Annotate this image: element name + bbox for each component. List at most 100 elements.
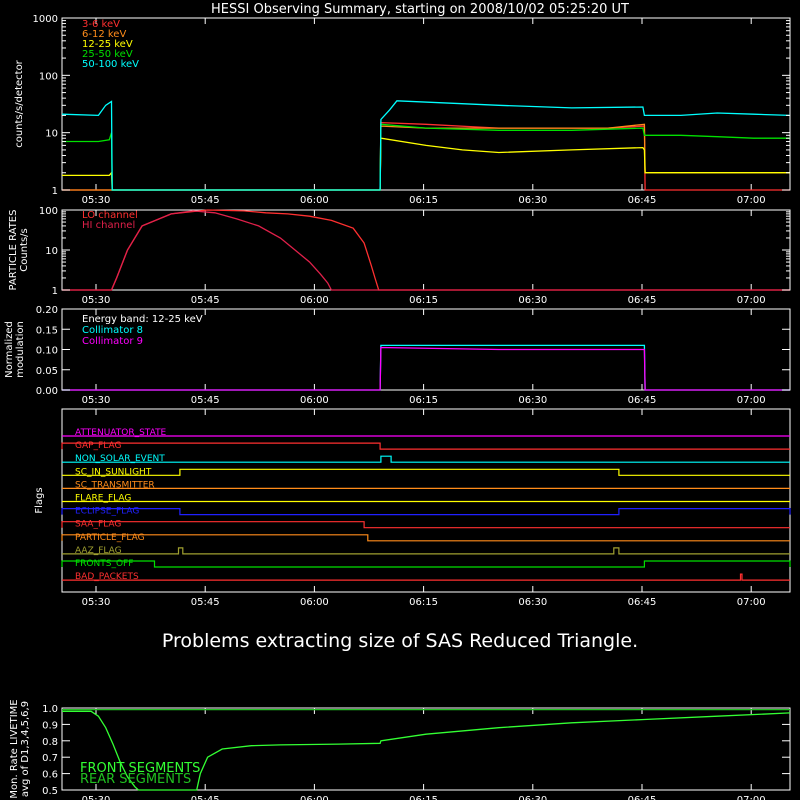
y-tick-label: 10 (45, 129, 58, 140)
y-axis-label: Mon. Rate LIVETIMEavg of D1,3,4,5,6,9 (9, 699, 31, 798)
x-tick-label: 06:00 (300, 295, 329, 306)
y-tick-label: 1 (52, 186, 58, 197)
x-tick-label: 05:30 (82, 795, 111, 800)
flag-label: AAZ_FLAG (75, 546, 122, 556)
legend-entry: Collimator 9 (82, 336, 143, 347)
y-tick-label: 100 (39, 206, 58, 217)
legend-entry: 3-6 keV (82, 19, 120, 30)
legend-entry: 6-12 keV (82, 29, 126, 40)
x-tick-label: 06:00 (300, 395, 329, 406)
x-tick-label: 07:00 (737, 195, 766, 206)
y-axis-label: Flags (34, 487, 45, 513)
x-tick-label: 06:15 (409, 795, 438, 800)
plot-frame (61, 209, 791, 291)
flag-label: ECLIPSE_FLAG (75, 507, 139, 517)
flag-line (62, 455, 790, 463)
y-axis-label: Normalizedmodulation (4, 321, 26, 378)
x-tick-label: 06:00 (300, 597, 329, 608)
x-tick-label: 06:30 (518, 295, 547, 306)
x-tick-label: 06:45 (628, 395, 657, 406)
y-tick-label: 0.15 (36, 325, 58, 336)
x-tick-label: 07:00 (737, 795, 766, 800)
flag-line (62, 573, 790, 581)
flag-line (62, 547, 790, 555)
y-tick-label: 1 (52, 286, 58, 297)
series-line-lo-channel (62, 209, 790, 291)
legend-entry: 12-25 keV (82, 39, 133, 50)
legend-entry: REAR SEGMENTS (80, 772, 191, 787)
annotation: Energy band: 12-25 keV (82, 314, 203, 325)
series-line-hi-channel (62, 210, 790, 291)
x-tick-label: 05:30 (82, 195, 111, 206)
legend-entry: Collimator 8 (82, 325, 143, 336)
series-line-collimator-9 (62, 346, 790, 391)
figure-title: HESSI Observing Summary, starting on 200… (211, 2, 629, 17)
flag-line (61, 560, 791, 568)
flag-label: GAP_FLAG (75, 441, 121, 451)
flag-line (61, 534, 790, 542)
x-tick-label: 06:15 (409, 395, 438, 406)
flag-label: SC_IN_SUNLIGHT (75, 467, 152, 477)
flag-label: PARTICLE_FLAG (75, 533, 145, 543)
plot-frame (61, 17, 791, 191)
y-tick-label: 1.0 (42, 704, 58, 715)
flag-line (61, 521, 790, 529)
plot-frame (61, 408, 791, 593)
x-tick-label: 06:30 (518, 195, 547, 206)
legend-entry: LO channel (82, 210, 138, 221)
x-tick-label: 07:00 (737, 295, 766, 306)
y-tick-label: 1000 (33, 14, 58, 25)
flag-label: ATTENUATOR_STATE (75, 428, 167, 438)
y-tick-label: 0.9 (42, 720, 58, 731)
y-tick-label: 0.6 (42, 770, 58, 781)
flag-line (61, 442, 790, 450)
plot-frame (61, 707, 791, 791)
series-line-3-6-kev (62, 121, 790, 191)
panel-modulation: 05:30 05:45 06:00 06:15 06:30 06:45 07:00 0.00 0… (4, 305, 791, 406)
series-line-50-100-kev (61, 100, 791, 191)
x-tick-label: 07:00 (737, 597, 766, 608)
flag-label: BAD_PACKETS (75, 572, 139, 582)
y-tick-label: 0.20 (36, 305, 58, 316)
x-tick-label: 06:15 (409, 195, 438, 206)
x-tick-label: 05:30 (82, 395, 111, 406)
legend-entry: HI channel (82, 220, 135, 231)
panel-count-rates: 05:30 05:45 06:00 06:15 06:30 06:45 07:00 1 10 10… (14, 14, 791, 206)
flag-line (61, 508, 791, 516)
x-tick-label: 06:30 (518, 395, 547, 406)
panel-livetime: 05:30 05:45 06:00 06:15 06:30 06:45 07:00 0.5 0.… (9, 699, 791, 800)
y-axis-label: PARTICLE RATESCounts/s (8, 210, 30, 291)
x-tick-label: 06:30 (518, 597, 547, 608)
x-tick-label: 05:45 (191, 795, 220, 800)
y-tick-label: 0.00 (36, 386, 58, 397)
legend-entry: 50-100 keV (82, 59, 139, 70)
legend-entry: 25-50 keV (82, 49, 133, 60)
x-tick-label: 06:45 (628, 295, 657, 306)
legend-entry: FRONT SEGMENTS (80, 761, 200, 776)
panels: 05:30 05:45 06:00 06:15 06:30 06:45 07:0011010… (4, 14, 791, 800)
x-tick-label: 05:45 (191, 295, 220, 306)
x-tick-label: 05:45 (191, 395, 220, 406)
x-tick-label: 06:45 (628, 795, 657, 800)
series-line-12-25-kev (62, 137, 790, 191)
flag-line (62, 468, 790, 476)
y-tick-label: 0.8 (42, 737, 58, 748)
x-tick-label: 05:45 (191, 597, 220, 608)
flag-label: SAA_FLAG (75, 520, 121, 530)
y-tick-label: 100 (39, 71, 58, 82)
x-tick-label: 06:15 (409, 295, 438, 306)
flag-label: FLARE_FLAG (75, 494, 131, 504)
x-tick-label: 06:00 (300, 195, 329, 206)
panel-flags: 05:30 05:45 06:00 06:15 06:30 06:45 07:00 Flags… (34, 408, 791, 608)
series-line-collimator-8 (62, 344, 790, 391)
x-tick-label: 05:30 (82, 295, 111, 306)
x-tick-label: 06:45 (628, 195, 657, 206)
sas-message: Problems extracting size of SAS Reduced … (161, 630, 639, 652)
y-tick-label: 0.05 (36, 366, 58, 377)
panel-particle-rates: 05:30 05:45 06:00 06:15 06:30 06:45 07:00 1 10 10… (8, 206, 791, 306)
flag-label: SC_TRANSMITTER (75, 480, 155, 490)
x-tick-label: 06:30 (518, 795, 547, 800)
series-line-6-12-kev (62, 123, 790, 191)
x-tick-label: 06:15 (409, 597, 438, 608)
